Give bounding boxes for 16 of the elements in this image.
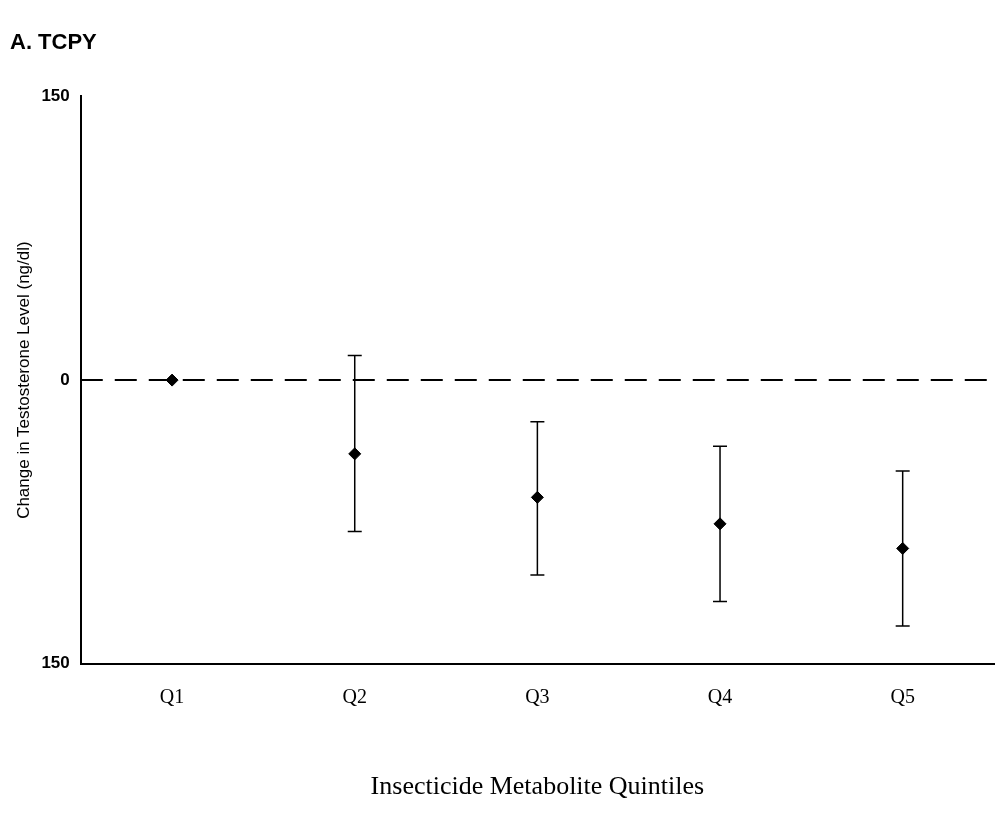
y-axis-title: Change in Testosterone Level (ng/dl)	[13, 241, 33, 519]
x-axis-title: Insecticide Metabolite Quintiles	[370, 771, 705, 801]
point	[165, 373, 179, 387]
x-tick-label: Q3	[525, 685, 550, 708]
point	[896, 541, 910, 555]
point	[348, 447, 362, 461]
x-tick-label: Q1	[159, 685, 185, 708]
point	[530, 490, 544, 504]
y-tick-label: 150	[41, 86, 70, 106]
x-tick-label: Q2	[342, 685, 367, 708]
point	[713, 517, 727, 531]
x-tick-label: Q5	[890, 685, 915, 708]
chart-title: A. TCPY	[10, 29, 98, 55]
y-tick-label: 0	[60, 369, 70, 389]
y-tick-label: 150	[41, 653, 70, 673]
x-tick-label: Q4	[707, 685, 733, 708]
